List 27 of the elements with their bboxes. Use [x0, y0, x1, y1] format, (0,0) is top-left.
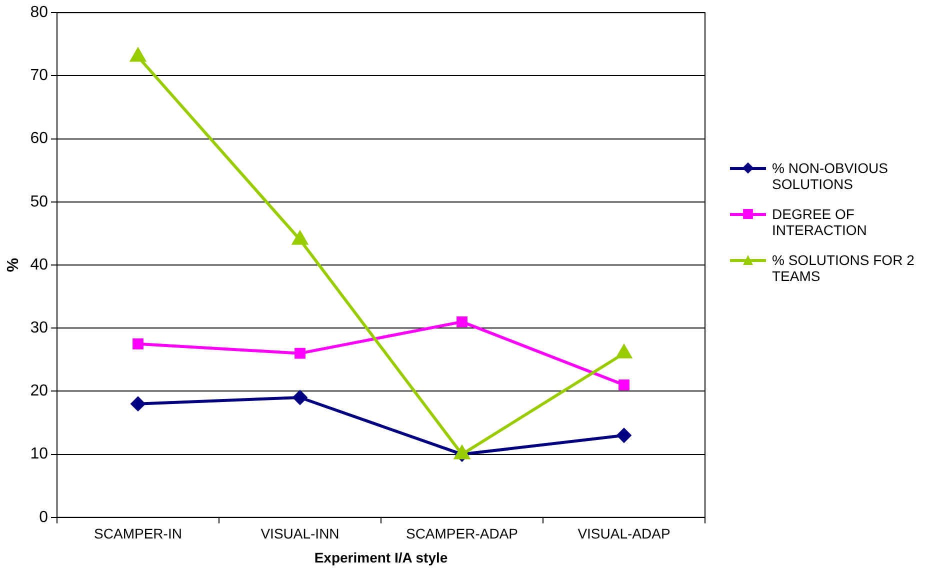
x-tick-label: SCAMPER-IN — [94, 526, 182, 542]
y-tick-label: 80 — [30, 4, 48, 22]
legend-label: % NON-OBVIOUS SOLUTIONS — [772, 160, 889, 192]
point — [616, 428, 632, 443]
y-axis-title: % — [5, 258, 22, 272]
y-tick-label: 50 — [30, 193, 48, 210]
point — [618, 379, 630, 390]
point — [294, 348, 306, 359]
point — [456, 316, 468, 328]
x-axis-title: Experiment I/A style — [314, 549, 448, 566]
x-tick-label: SCAMPER-ADAP — [406, 526, 518, 542]
point — [132, 338, 144, 350]
x-tick-label: VISUAL-ADAP — [578, 526, 670, 542]
y-tick-label: 70 — [30, 67, 48, 84]
y-tick-label: 10 — [30, 446, 48, 463]
legend-label: DEGREE OF INTERACTION — [772, 206, 868, 238]
point — [130, 47, 146, 62]
y-tick-label: 30 — [30, 320, 48, 337]
y-tick-label: 0 — [39, 508, 48, 526]
y-tick-label: 60 — [30, 130, 48, 148]
y-tick-label: 20 — [30, 382, 48, 400]
y-tick-label: 40 — [30, 256, 48, 274]
point — [292, 390, 308, 406]
x-tick-label: VISUAL-INN — [260, 526, 340, 542]
point — [130, 396, 146, 412]
legend-label: % SOLUTIONS FOR 2 TEAMS — [772, 252, 916, 284]
point — [292, 230, 308, 245]
